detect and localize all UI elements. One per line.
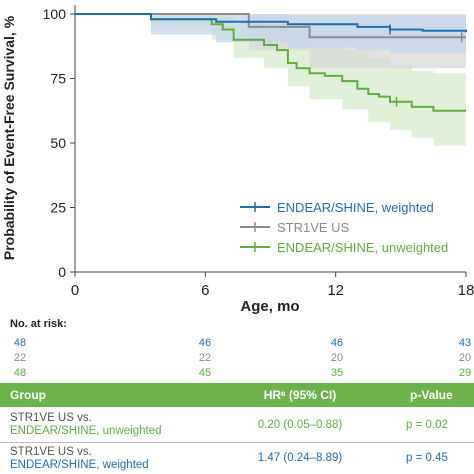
gridless-plot-area: [75, 13, 467, 112]
row-hr: 0.20 (0.05–0.88): [257, 419, 343, 431]
y-tick-label: 75: [50, 71, 66, 87]
header-pvalue: p-Value: [410, 388, 453, 402]
row-pvalue: p = 0.45: [406, 452, 448, 464]
table-row: STR1VE US vs. ENDEAR/SHINE, weighted 1.4…: [0, 444, 474, 474]
row-group: STR1VE US vs. ENDEAR/SHINE, weighted: [10, 446, 149, 472]
row-group-line2: ENDEAR/SHINE, unweighted: [10, 425, 162, 437]
legend: ENDEAR/SHINE, weighted STR1VE US ENDEAR/SH…: [240, 200, 448, 255]
at-risk-value: 22: [198, 352, 212, 364]
x-ticks: 0 6 12 18: [71, 272, 474, 299]
at-risk-value: 43: [458, 337, 472, 349]
at-risk-value: 20: [330, 352, 344, 364]
row-divider: [0, 442, 474, 443]
header-hr: HRᵃ (95% CI): [263, 388, 337, 402]
header-group: Group: [10, 388, 46, 402]
at-risk-row: 48 46 46 43: [0, 337, 474, 351]
table-row: STR1VE US vs. ENDEAR/SHINE, unweighted 0…: [0, 410, 474, 440]
legend-label: STR1VE US: [277, 220, 350, 235]
at-risk-value: 22: [13, 352, 27, 364]
y-ticks: 0 25 50 75 100: [43, 6, 75, 280]
at-risk-value: 46: [330, 337, 344, 349]
at-risk-value: 45: [198, 367, 212, 379]
row-group: STR1VE US vs. ENDEAR/SHINE, unweighted: [10, 412, 161, 438]
at-risk-value: 29: [458, 367, 472, 379]
row-hr: 1.47 (0.24–8.89): [257, 452, 343, 464]
at-risk-title: No. at risk:: [10, 318, 67, 330]
x-tick-label: 18: [458, 282, 474, 299]
at-risk-value: 48: [13, 367, 27, 379]
at-risk-table: No. at risk: 48 46 46 43 22 22 20 20 48 45 35 29: [0, 318, 474, 381]
row-group-line2: ENDEAR/SHINE, weighted: [10, 459, 149, 471]
at-risk-row: 48 45 35 29: [0, 367, 474, 381]
legend-label: ENDEAR/SHINE, weighted: [277, 200, 434, 215]
ci-bands: [75, 14, 466, 146]
y-axis-label: Probability of Event-Free Survival, %: [1, 15, 17, 260]
x-axis-label: Age, mo: [240, 298, 299, 315]
y-tick-label: 50: [50, 135, 66, 151]
at-risk-value: 20: [458, 352, 472, 364]
y-tick-label: 100: [43, 6, 67, 22]
axes: [74, 5, 466, 273]
at-risk-value: 48: [13, 337, 27, 349]
hazard-ratio-table: Group HRᵃ (95% CI) p-Value STR1VE US vs.…: [0, 383, 474, 474]
row-pvalue: p = 0.02: [406, 419, 448, 431]
x-tick-label: 12: [327, 282, 344, 299]
row-group-line1: STR1VE US vs.: [10, 412, 92, 424]
legend-label: ENDEAR/SHINE, unweighted: [277, 240, 448, 255]
y-tick-label: 0: [58, 264, 66, 280]
at-risk-value: 46: [198, 337, 212, 349]
at-risk-value: 35: [330, 367, 344, 379]
km-chart: 0 25 50 75 100 0 6 12 18 Probability of Event-F…: [1, 5, 474, 315]
survival-line-series-2: [75, 13, 466, 112]
at-risk-row: 22 22 20 20: [0, 352, 474, 366]
survival-line-series-0: [75, 13, 467, 33]
x-tick-label: 6: [201, 282, 209, 299]
y-tick-label: 25: [50, 200, 66, 216]
x-tick-label: 0: [71, 282, 79, 299]
ci-band-series-0: [75, 14, 466, 56]
table-header: Group HRᵃ (95% CI) p-Value: [0, 383, 474, 407]
row-group-line1: STR1VE US vs.: [10, 446, 92, 458]
